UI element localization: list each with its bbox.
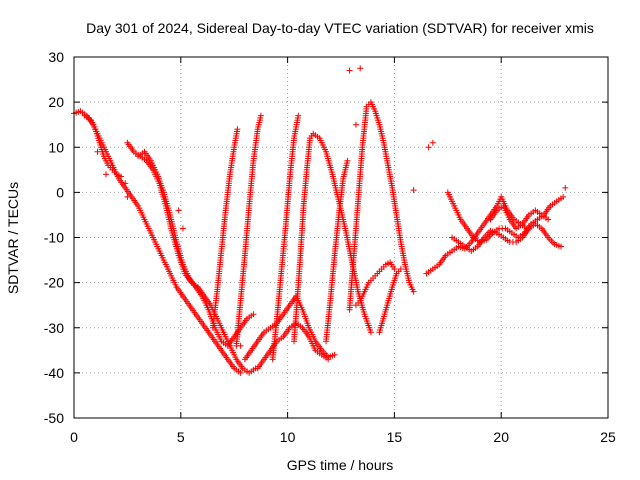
data-point (346, 67, 353, 74)
data-point (237, 369, 244, 376)
y-tick-label: -50 (44, 410, 64, 426)
data-point (558, 243, 565, 250)
data-point (397, 266, 404, 273)
y-tick-label: -30 (44, 320, 64, 336)
data-point (295, 112, 302, 119)
data-point (344, 157, 351, 164)
data-point (179, 225, 186, 232)
y-tick-label: -20 (44, 275, 64, 291)
data-point (234, 126, 241, 133)
plot-frame (73, 56, 609, 419)
data-point (94, 148, 101, 155)
x-tick-label: 25 (600, 429, 616, 445)
data-point (103, 171, 110, 178)
data-point (367, 329, 374, 336)
data-point (560, 193, 567, 200)
y-tick-label: -40 (44, 365, 64, 381)
data-point (257, 112, 264, 119)
x-tick-label: 0 (70, 429, 78, 445)
data-point (331, 351, 338, 358)
data-point (429, 139, 436, 146)
y-tick-label: 10 (48, 139, 64, 155)
data-point (410, 187, 417, 194)
data-point (124, 193, 131, 200)
chart-title: Day 301 of 2024, Sidereal Day-to-day VTE… (86, 20, 594, 36)
data-point (250, 311, 257, 318)
x-axis-label: GPS time / hours (287, 457, 394, 473)
x-tick-label: 15 (387, 429, 403, 445)
data-point (391, 266, 398, 273)
data-point (352, 121, 359, 128)
data-point (175, 207, 182, 214)
y-tick-label: -10 (44, 230, 64, 246)
data-point (122, 180, 129, 187)
data-point (117, 173, 124, 180)
x-tick-label: 10 (280, 429, 296, 445)
data-point (237, 342, 244, 349)
y-tick-label: 30 (48, 49, 64, 65)
y-tick-label: 20 (48, 94, 64, 110)
y-tick-label: 0 (56, 184, 64, 200)
data-point (410, 288, 417, 295)
data-point (357, 65, 364, 72)
data-point (325, 356, 332, 363)
data-point (425, 144, 432, 151)
data-point (562, 184, 569, 191)
x-tick-label: 20 (493, 429, 509, 445)
y-axis-label: SDTVAR / TECUs (5, 182, 21, 294)
data-point (545, 216, 552, 223)
x-tick-label: 5 (177, 429, 185, 445)
ticks-layer: 0 5 10 15 20 25 -50 -40 -30 -20 -10 0 10 20 30 (44, 49, 616, 445)
points-layer (71, 65, 569, 376)
